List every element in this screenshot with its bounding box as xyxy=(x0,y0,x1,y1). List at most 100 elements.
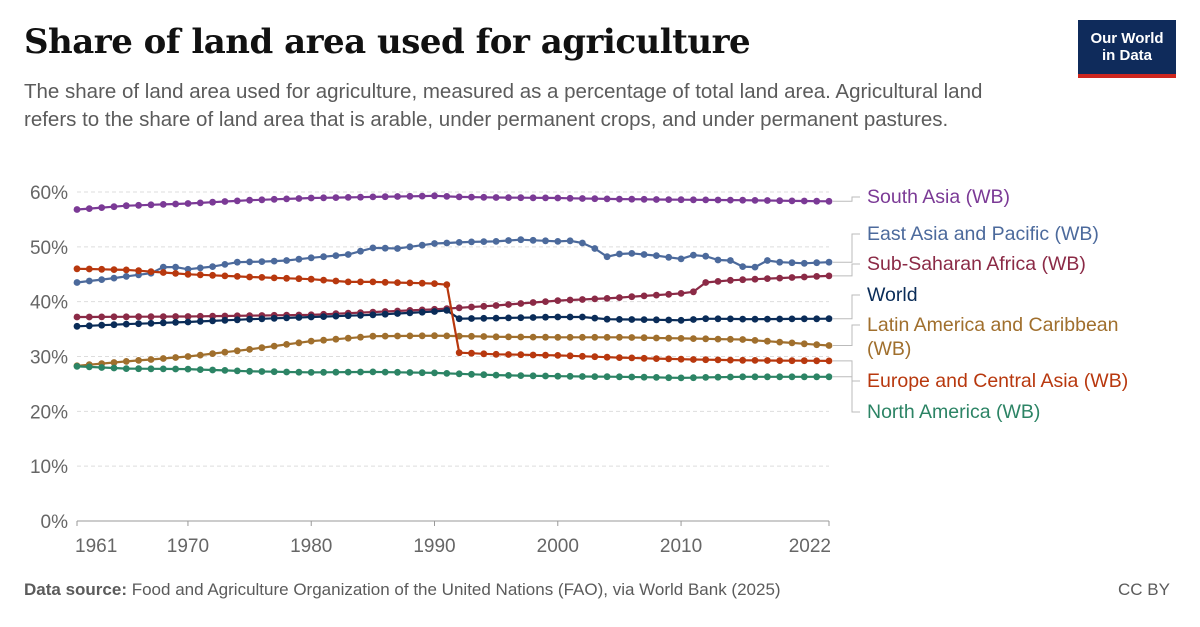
data-point xyxy=(159,319,167,327)
data-point xyxy=(505,237,512,244)
data-point xyxy=(764,275,771,282)
data-point xyxy=(640,292,648,300)
data-point xyxy=(381,368,389,376)
data-point xyxy=(628,293,636,301)
data-point xyxy=(714,335,722,343)
data-point xyxy=(579,239,586,247)
data-point xyxy=(653,374,660,381)
series-label-group: East Asia and Pacific (WB) xyxy=(833,223,1099,263)
data-point xyxy=(455,304,463,312)
data-point xyxy=(357,247,364,255)
label-connector xyxy=(833,294,860,320)
data-point xyxy=(159,201,167,208)
label-connector xyxy=(833,324,860,346)
label-connector xyxy=(833,263,860,277)
data-point xyxy=(813,373,821,381)
data-point xyxy=(258,315,266,323)
data-point xyxy=(492,314,500,322)
data-point xyxy=(764,357,771,364)
source-text[interactable]: Food and Agriculture Organization of the… xyxy=(131,580,781,599)
data-point xyxy=(764,315,771,323)
data-point xyxy=(233,367,241,375)
data-point xyxy=(381,332,389,340)
data-point xyxy=(159,313,167,320)
data-point xyxy=(492,350,500,358)
data-point xyxy=(825,373,833,381)
data-point xyxy=(776,274,784,282)
data-point xyxy=(295,339,303,347)
data-point xyxy=(665,253,673,261)
data-point xyxy=(788,373,796,381)
data-point xyxy=(542,372,549,380)
data-point xyxy=(85,363,93,371)
x-axis: 1961 1970 1980 1990 2000 2010 2022 xyxy=(75,520,831,557)
data-point xyxy=(739,356,747,364)
data-point xyxy=(616,316,623,323)
data-point xyxy=(776,315,784,323)
data-point xyxy=(554,352,562,359)
y-tick-label: 40% xyxy=(30,293,68,314)
owid-logo[interactable]: Our World in Data xyxy=(1078,20,1176,78)
data-point xyxy=(110,274,118,282)
data-point xyxy=(307,313,315,321)
data-point xyxy=(517,314,525,322)
data-point xyxy=(122,320,130,328)
data-point xyxy=(246,346,254,353)
data-point xyxy=(690,316,697,323)
data-point xyxy=(196,318,204,325)
data-point xyxy=(517,372,525,379)
data-point xyxy=(320,194,327,202)
data-point xyxy=(690,374,697,382)
data-point xyxy=(209,312,217,320)
data-point xyxy=(394,245,401,252)
data-point xyxy=(196,264,204,272)
data-point xyxy=(307,369,315,376)
data-point xyxy=(258,368,266,375)
data-point xyxy=(320,276,327,284)
series-6 xyxy=(73,363,833,382)
data-point xyxy=(357,311,364,319)
data-point xyxy=(825,315,833,323)
data-point xyxy=(788,339,796,347)
data-point xyxy=(369,332,377,340)
data-point xyxy=(566,372,574,380)
y-tick-label: 50% xyxy=(30,238,68,259)
data-point xyxy=(135,313,143,321)
data-point xyxy=(505,314,512,322)
data-point xyxy=(640,354,648,362)
data-point xyxy=(579,373,586,380)
data-point xyxy=(283,257,290,264)
data-point xyxy=(727,373,734,381)
data-point xyxy=(381,244,389,252)
data-point xyxy=(788,315,796,323)
data-point xyxy=(172,200,180,208)
data-point xyxy=(517,300,525,307)
data-point xyxy=(616,250,623,258)
data-point xyxy=(776,373,784,381)
series-1 xyxy=(73,236,833,286)
data-point xyxy=(591,353,599,361)
data-point xyxy=(702,335,710,343)
data-point xyxy=(640,195,648,203)
data-point xyxy=(714,196,722,204)
license-label[interactable]: CC BY xyxy=(1118,580,1170,599)
data-point xyxy=(246,315,254,323)
data-point xyxy=(320,313,327,320)
data-point xyxy=(209,198,217,206)
chart-subtitle: The share of land area used for agricult… xyxy=(24,80,983,131)
data-point xyxy=(221,272,229,280)
data-point xyxy=(653,316,660,324)
y-tick-label: 0% xyxy=(41,512,69,533)
data-point xyxy=(135,201,143,209)
data-point xyxy=(135,357,143,364)
data-point xyxy=(517,194,525,202)
data-point xyxy=(357,193,364,201)
data-point xyxy=(159,365,167,373)
data-point xyxy=(825,258,833,266)
data-point xyxy=(776,338,784,346)
data-point xyxy=(196,351,204,359)
data-point xyxy=(381,278,389,286)
data-point xyxy=(122,358,130,365)
data-point xyxy=(147,268,155,275)
